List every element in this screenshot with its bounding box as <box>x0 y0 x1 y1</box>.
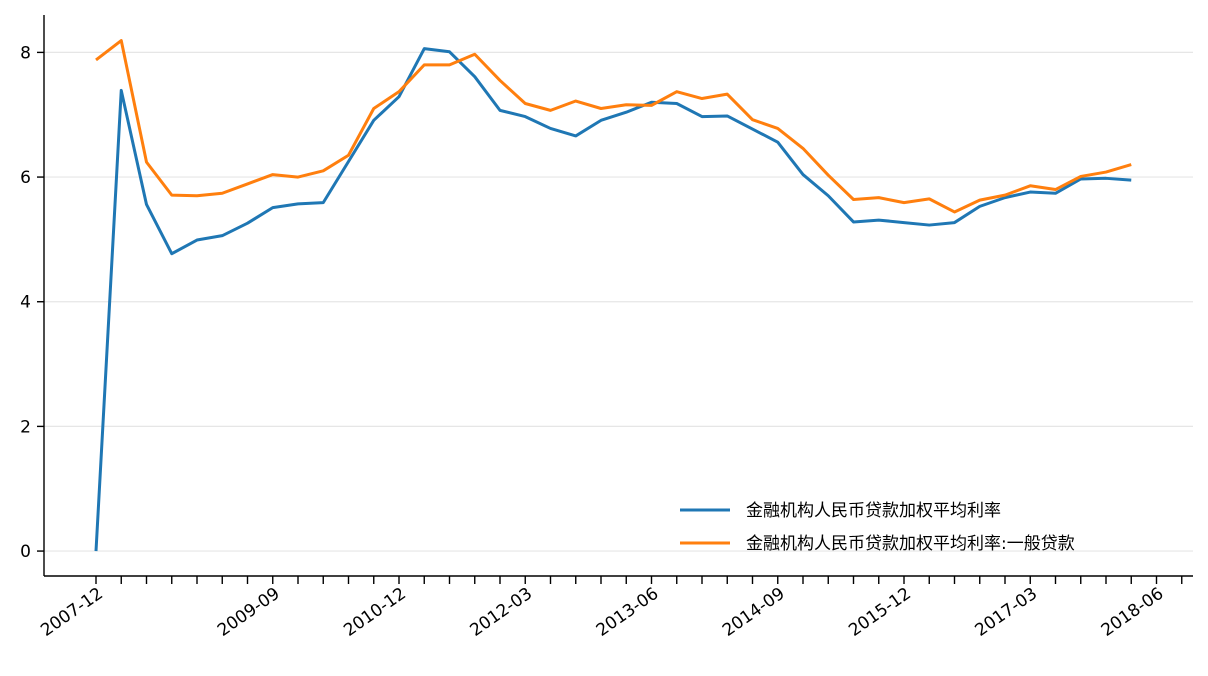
y-tick-label: 6 <box>20 168 31 188</box>
y-tick-label: 2 <box>20 417 31 437</box>
legend: 金融机构人民币贷款加权平均利率 金融机构人民币贷款加权平均利率:一般贷款 <box>680 501 1075 554</box>
x-tick-label: 2013-06 <box>593 584 663 641</box>
legend-label-series-2: 金融机构人民币贷款加权平均利率:一般贷款 <box>746 534 1075 554</box>
x-tick-label: 2018-06 <box>1098 584 1168 641</box>
series-line-1 <box>94 47 1132 552</box>
x-ticks: 2007-12 2009-09 2010-12 2012-03 2013-06 2014-… <box>37 576 1183 641</box>
legend-label-series-1: 金融机构人民币贷款加权平均利率 <box>746 501 1001 521</box>
y-tick-label: 8 <box>20 43 31 63</box>
x-tick-label: 2012-03 <box>466 584 536 641</box>
x-tick-label: 2015-12 <box>845 584 915 641</box>
x-tick-label: 2017-03 <box>971 584 1041 641</box>
axes <box>43 15 1193 577</box>
y-tick-label: 0 <box>20 542 31 562</box>
x-tick-label: 2014-09 <box>719 584 789 641</box>
gridlines <box>44 51 1193 552</box>
series-lines <box>94 39 1132 552</box>
series-line-2 <box>95 39 1132 214</box>
x-tick-label: 2009-09 <box>214 584 284 641</box>
y-tick-label: 4 <box>20 293 31 313</box>
x-tick-label: 2007-12 <box>37 584 107 641</box>
y-ticks: 0 2 4 6 8 <box>20 43 44 562</box>
x-tick-label: 2010-12 <box>340 584 410 641</box>
